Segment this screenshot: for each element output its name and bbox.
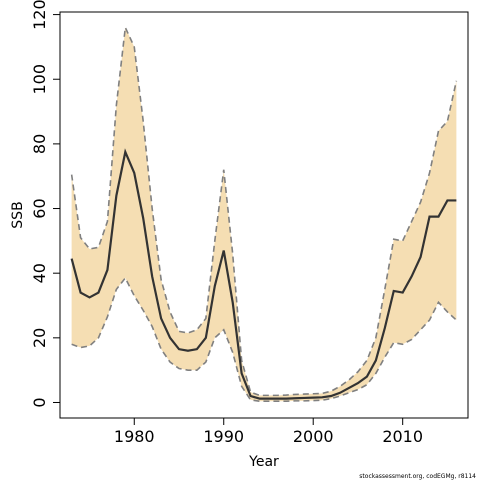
x-tick-label: 1990 [203, 427, 244, 446]
y-tick-label: 20 [30, 328, 49, 348]
x-tick-label: 2000 [293, 427, 334, 446]
y-axis-title: SSB [10, 201, 26, 228]
y-tick-label: 120 [30, 0, 49, 30]
confidence-band-layer [71, 27, 457, 402]
lower-bound-line [71, 276, 457, 402]
y-tick-label: 0 [30, 397, 49, 407]
x-tick-label: 2010 [382, 427, 423, 446]
y-axis: 0 20 40 60 80 100 120 [30, 0, 60, 408]
y-tick-label: 80 [30, 134, 49, 154]
x-tick-label: 1980 [114, 427, 155, 446]
series-layer [70, 24, 458, 402]
ssb-estimate-line [70, 148, 457, 400]
credit-text: stockassessment.org, codEGMg, r8114 [359, 473, 476, 480]
y-tick-label: 100 [30, 64, 49, 95]
x-axis-title: Year [248, 454, 279, 470]
y-tick-label: 40 [30, 263, 49, 283]
y-tick-label: 60 [30, 198, 49, 218]
confidence-band [71, 27, 457, 402]
x-axis: 1980 1990 2000 2010 [114, 418, 423, 446]
upper-bound-line [70, 24, 458, 397]
plot-frame [59, 11, 469, 419]
